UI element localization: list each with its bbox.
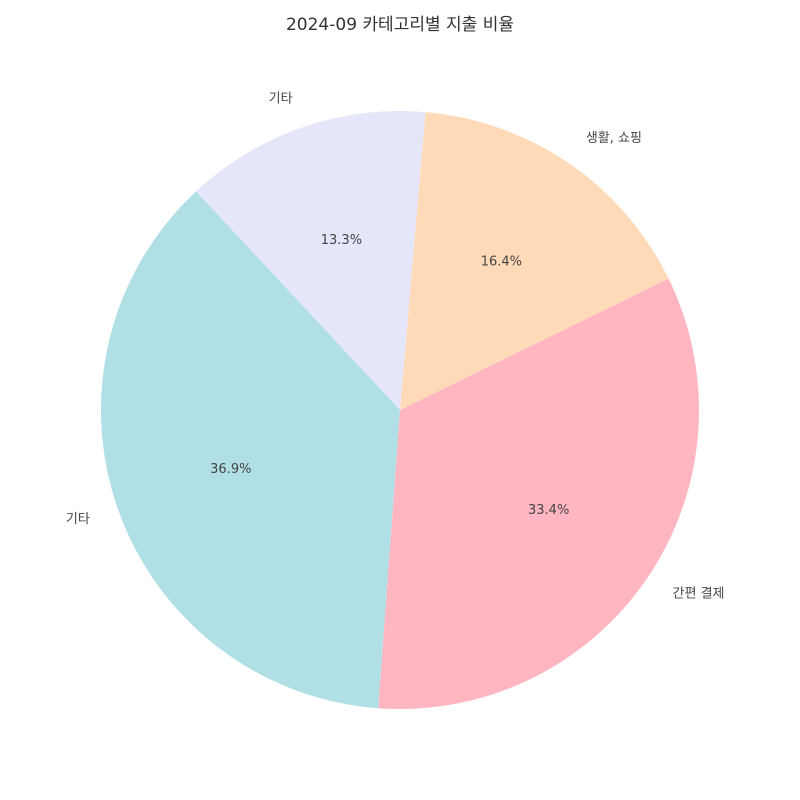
pie-slice-3 — [196, 111, 426, 410]
slice-percent-label-2: 16.4% — [481, 254, 522, 269]
slice-category-label-2: 생활, 쇼핑 — [586, 131, 642, 146]
chart-title: 2024-09 카테고리별 지출 비율 — [285, 15, 514, 35]
slice-category-label-1: 간편 결제 — [673, 587, 725, 602]
pie-slice-1 — [378, 278, 700, 709]
pie-slice-2 — [400, 112, 669, 410]
slice-category-label-0: 기타 — [66, 512, 90, 527]
slice-category-label-3: 기타 — [269, 92, 293, 107]
slice-percent-label-0: 36.9% — [210, 462, 251, 477]
pie-slice-0 — [100, 191, 400, 709]
slice-percent-label-1: 33.4% — [528, 503, 569, 518]
slice-percent-label-3: 13.3% — [321, 233, 362, 248]
